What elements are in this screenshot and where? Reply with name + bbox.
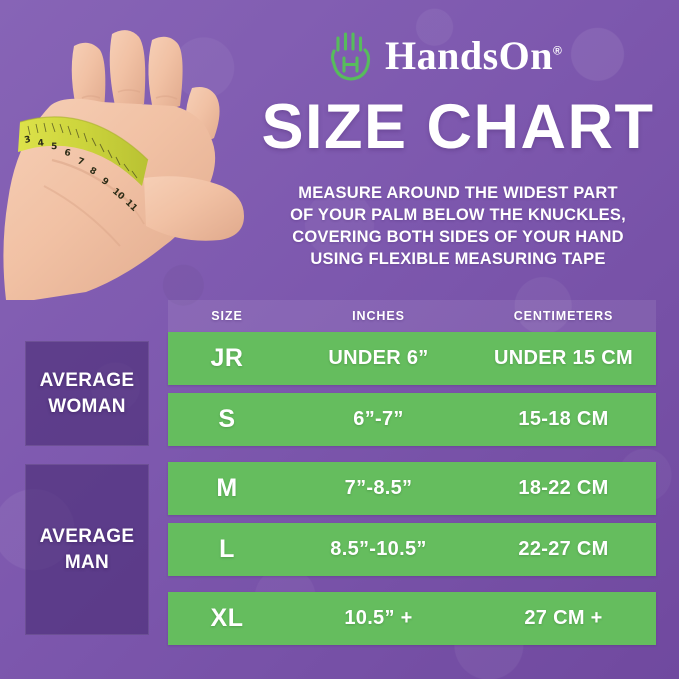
cell-inches: 8.5”-10.5”	[330, 538, 427, 560]
hand-logo-icon	[328, 30, 374, 82]
cell-size: XL	[210, 604, 244, 632]
svg-text:3: 3	[24, 135, 32, 146]
group-label-average-woman: AVERAGE WOMAN	[25, 341, 149, 446]
size-table: SIZE INCHES CENTIMETERS JR UNDER 6” UNDE…	[168, 300, 656, 653]
cell-size: S	[218, 405, 236, 433]
table-row: XL 10.5” + 27 CM +	[168, 592, 656, 645]
group-label-line-1: AVERAGE	[39, 525, 135, 547]
table-row: M 7”-8.5” 18-22 CM	[168, 462, 656, 515]
measuring-tape-icon: 3 4 5 6 7 8 9 10 11	[18, 116, 149, 214]
group-label-line-2: WOMAN	[48, 395, 126, 417]
table-row: JR UNDER 6” UNDER 15 CM	[168, 332, 656, 385]
brand-name: HandsOn®	[385, 33, 563, 78]
table-header-row: SIZE INCHES CENTIMETERS	[168, 300, 656, 332]
svg-text:9: 9	[99, 176, 110, 188]
group-label-average-man: AVERAGE MAN	[25, 464, 149, 635]
instruction-line-4: USING FLEXIBLE MEASURING TAPE	[310, 250, 606, 268]
instruction-line-2: OF YOUR PALM BELOW THE KNUCKLES,	[290, 206, 626, 224]
column-header-size: SIZE	[211, 309, 243, 323]
brand-logo: HandsOn®	[328, 30, 562, 82]
cell-inches: UNDER 6”	[328, 347, 429, 369]
svg-text:4: 4	[37, 138, 44, 149]
cell-size: M	[216, 474, 238, 502]
column-header-inches: INCHES	[352, 309, 405, 323]
cell-inches: 6”-7”	[353, 408, 404, 430]
cell-centimeters: 15-18 CM	[518, 408, 609, 430]
hand-shape	[3, 30, 244, 300]
cell-size: L	[219, 535, 235, 563]
page-title: SIZE CHART	[261, 92, 655, 162]
cell-centimeters: UNDER 15 CM	[494, 347, 633, 369]
table-row: S 6”-7” 15-18 CM	[168, 393, 656, 446]
svg-text:7: 7	[76, 156, 85, 168]
cell-centimeters: 18-22 CM	[518, 477, 609, 499]
column-header-centimeters: CENTIMETERS	[513, 309, 614, 323]
instruction-line-1: MEASURE AROUND THE WIDEST PART	[298, 184, 618, 202]
registered-trademark-icon: ®	[553, 43, 563, 58]
cell-centimeters: 22-27 CM	[518, 538, 609, 560]
group-label-line-2: MAN	[64, 551, 110, 573]
cell-inches: 10.5” +	[344, 607, 413, 629]
svg-text:6: 6	[63, 148, 71, 159]
cell-size: JR	[210, 344, 244, 372]
cell-centimeters: 27 CM +	[524, 607, 603, 629]
table-row: L 8.5”-10.5” 22-27 CM	[168, 523, 656, 576]
svg-text:8: 8	[88, 166, 98, 178]
instructions-text: MEASURE AROUND THE WIDEST PART OF YOUR P…	[248, 182, 668, 270]
group-label-line-1: AVERAGE	[39, 369, 135, 391]
instruction-line-3: COVERING BOTH SIDES OF YOUR HAND	[292, 228, 624, 246]
hand-photo: 3 4 5 6 7 8 9 10 11	[0, 10, 246, 300]
svg-text:5: 5	[51, 142, 58, 152]
cell-inches: 7”-8.5”	[344, 477, 413, 499]
